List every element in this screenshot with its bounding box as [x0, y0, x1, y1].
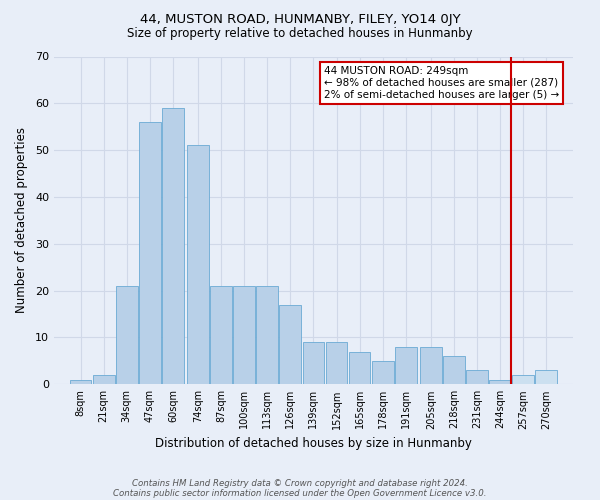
- Text: 44, MUSTON ROAD, HUNMANBY, FILEY, YO14 0JY: 44, MUSTON ROAD, HUNMANBY, FILEY, YO14 0…: [140, 12, 460, 26]
- Text: Contains HM Land Registry data © Crown copyright and database right 2024.: Contains HM Land Registry data © Crown c…: [132, 478, 468, 488]
- Bar: [326, 342, 347, 384]
- Bar: [233, 286, 255, 384]
- Bar: [443, 356, 465, 384]
- Bar: [489, 380, 511, 384]
- X-axis label: Distribution of detached houses by size in Hunmanby: Distribution of detached houses by size …: [155, 437, 472, 450]
- Bar: [139, 122, 161, 384]
- Bar: [93, 375, 115, 384]
- Y-axis label: Number of detached properties: Number of detached properties: [15, 128, 28, 314]
- Bar: [372, 361, 394, 384]
- Bar: [210, 286, 232, 384]
- Bar: [280, 304, 301, 384]
- Bar: [420, 347, 442, 385]
- Bar: [116, 286, 137, 384]
- Bar: [187, 146, 209, 384]
- Bar: [395, 347, 417, 385]
- Bar: [302, 342, 324, 384]
- Bar: [70, 380, 91, 384]
- Bar: [535, 370, 557, 384]
- Bar: [162, 108, 184, 384]
- Bar: [466, 370, 488, 384]
- Bar: [256, 286, 278, 384]
- Bar: [512, 375, 534, 384]
- Bar: [349, 352, 370, 384]
- Text: 44 MUSTON ROAD: 249sqm
← 98% of detached houses are smaller (287)
2% of semi-det: 44 MUSTON ROAD: 249sqm ← 98% of detached…: [324, 66, 559, 100]
- Text: Size of property relative to detached houses in Hunmanby: Size of property relative to detached ho…: [127, 28, 473, 40]
- Text: Contains public sector information licensed under the Open Government Licence v3: Contains public sector information licen…: [113, 488, 487, 498]
